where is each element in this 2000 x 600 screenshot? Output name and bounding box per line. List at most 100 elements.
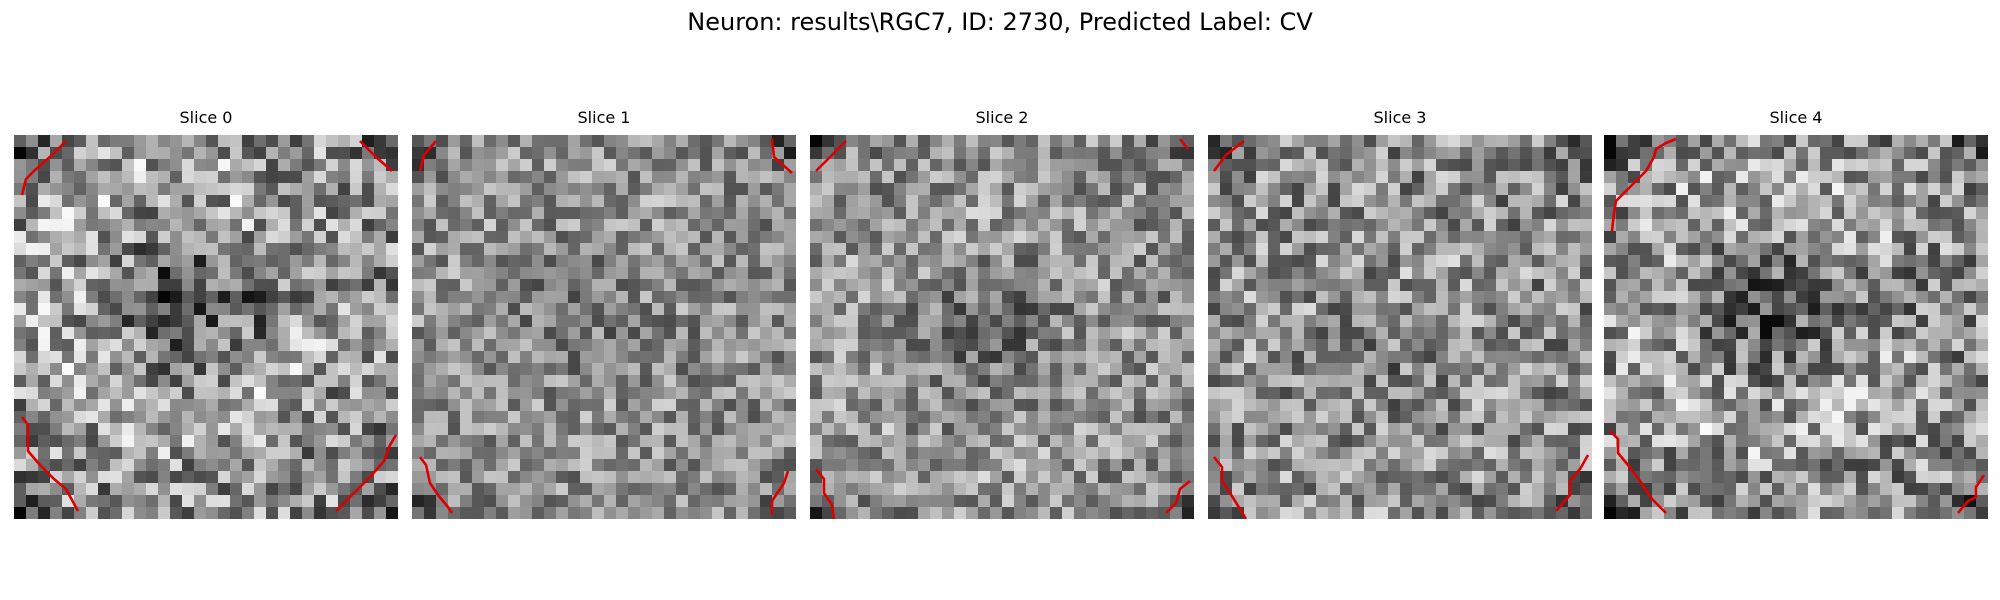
pixel-cell [1412,339,1425,352]
pixel-cell [532,327,545,340]
pixel-cell [1688,219,1701,232]
pixel-cell [1976,243,1988,256]
pixel-cell [1484,135,1497,148]
pixel-cell [894,351,907,364]
pixel-cell [266,459,279,472]
pixel-cell [1616,303,1629,316]
pixel-cell [1376,207,1389,220]
pixel-cell [460,279,473,292]
pixel-cell [688,147,701,160]
pixel-cell [1676,243,1689,256]
pixel-cell [1736,291,1749,304]
pixel-cell [1074,507,1087,519]
pixel-cell [580,183,593,196]
pixel-cell [302,243,315,256]
pixel-cell [1304,399,1317,412]
pixel-cell [1844,231,1857,244]
pixel-cell [266,375,279,388]
pixel-cell [700,495,713,508]
pixel-cell [616,435,629,448]
pixel-cell [930,375,943,388]
pixel-cell [1940,351,1953,364]
pixel-cell [822,291,835,304]
pixel-cell [254,483,267,496]
pixel-cell [846,291,859,304]
pixel-cell [110,399,123,412]
pixel-cell [930,327,943,340]
pixel-cell [1280,195,1293,208]
pixel-cell [110,291,123,304]
pixel-cell [1616,279,1629,292]
pixel-cell [1086,219,1099,232]
pixel-cell [362,483,375,496]
pixel-cell [1256,339,1269,352]
pixel-cell [1832,171,1845,184]
pixel-cell [556,303,569,316]
pixel-cell [616,243,629,256]
pixel-cell [1232,195,1245,208]
pixel-cell [1820,411,1833,424]
pixel-cell [1748,315,1761,328]
pixel-cell [894,411,907,424]
pixel-cell [1002,411,1015,424]
pixel-cell [846,159,859,172]
pixel-cell [1304,447,1317,460]
pixel-cell [314,375,327,388]
pixel-cell [146,303,159,316]
pixel-cell [182,483,195,496]
pixel-cell [918,483,931,496]
pixel-cell [146,291,159,304]
pixel-cell [1122,207,1135,220]
pixel-cell [460,327,473,340]
pixel-cell [242,483,255,496]
pixel-cell [1856,159,1869,172]
pixel-cell [616,459,629,472]
pixel-cell [834,147,847,160]
pixel-cell [62,483,75,496]
pixel-cell [338,375,351,388]
pixel-cell [1508,315,1521,328]
pixel-cell [1292,339,1305,352]
pixel-cell [1388,147,1401,160]
pixel-cell [628,255,641,268]
contour-line [814,468,836,519]
pixel-cell [290,171,303,184]
pixel-cell [1412,279,1425,292]
pixel-cell [1784,219,1797,232]
pixel-cell [724,423,737,436]
pixel-cell [218,147,231,160]
pixel-cell [1268,171,1281,184]
pixel-cell [122,339,135,352]
pixel-cell [1532,303,1545,316]
pixel-cell [1628,315,1641,328]
pixel-cell [1748,279,1761,292]
pixel-cell [472,315,485,328]
pixel-cell [1940,435,1953,448]
pixel-cell [1086,327,1099,340]
pixel-cell [1892,243,1905,256]
pixel-cell [784,279,796,292]
pixel-cell [712,351,725,364]
pixel-cell [1640,255,1653,268]
pixel-cell [326,423,339,436]
pixel-cell [810,219,823,232]
pixel-cell [266,291,279,304]
pixel-cell [1472,351,1485,364]
pixel-cell [1712,447,1725,460]
pixel-cell [1292,471,1305,484]
pixel-cell [1928,387,1941,400]
pixel-cell [362,207,375,220]
pixel-cell [1604,459,1617,472]
pixel-cell [1268,195,1281,208]
pixel-cell [544,339,557,352]
pixel-cell [1712,159,1725,172]
pixel-cell [218,447,231,460]
pixel-cell [1904,363,1917,376]
pixel-cell [1652,267,1665,280]
pixel-cell [1232,339,1245,352]
pixel-cell [858,279,871,292]
pixel-cell [1820,255,1833,268]
pixel-cell [182,459,195,472]
pixel-cell [978,147,991,160]
pixel-cell [748,315,761,328]
